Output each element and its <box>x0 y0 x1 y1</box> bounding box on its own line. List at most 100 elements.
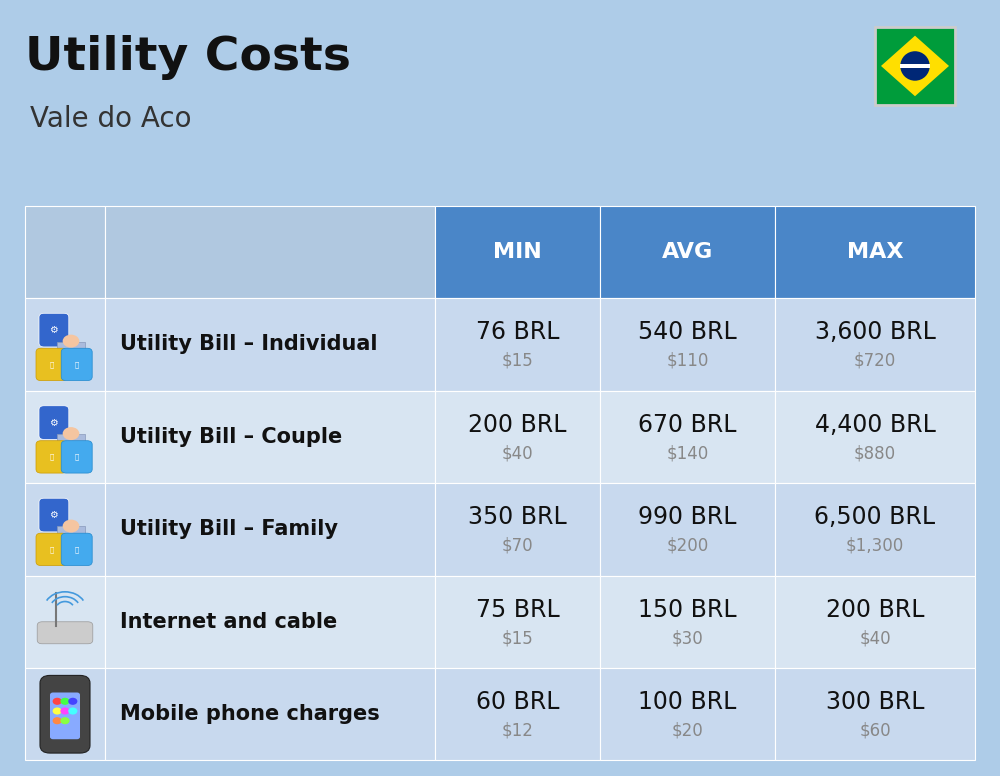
Circle shape <box>63 520 79 532</box>
Text: MIN: MIN <box>493 242 542 262</box>
Text: 300 BRL: 300 BRL <box>826 690 924 714</box>
Text: ⚙: ⚙ <box>50 417 58 428</box>
FancyBboxPatch shape <box>105 390 435 483</box>
FancyBboxPatch shape <box>435 668 600 760</box>
Text: 76 BRL: 76 BRL <box>476 320 559 345</box>
FancyBboxPatch shape <box>36 348 67 380</box>
FancyBboxPatch shape <box>775 576 975 668</box>
FancyBboxPatch shape <box>36 441 67 473</box>
Text: 990 BRL: 990 BRL <box>638 505 737 529</box>
Text: Vale do Aco: Vale do Aco <box>30 105 192 133</box>
Ellipse shape <box>900 51 930 81</box>
FancyBboxPatch shape <box>61 533 92 566</box>
Text: 670 BRL: 670 BRL <box>638 413 737 437</box>
Text: 540 BRL: 540 BRL <box>638 320 737 345</box>
FancyBboxPatch shape <box>600 483 775 576</box>
FancyBboxPatch shape <box>435 483 600 576</box>
Text: $12: $12 <box>502 722 533 740</box>
Text: AVG: AVG <box>662 242 713 262</box>
FancyBboxPatch shape <box>105 668 435 760</box>
Circle shape <box>68 708 77 715</box>
Text: Utility Bill – Couple: Utility Bill – Couple <box>120 427 342 447</box>
FancyBboxPatch shape <box>25 483 105 576</box>
FancyBboxPatch shape <box>105 483 435 576</box>
FancyBboxPatch shape <box>900 64 930 68</box>
FancyBboxPatch shape <box>105 298 435 390</box>
Circle shape <box>60 708 70 715</box>
Circle shape <box>53 708 62 715</box>
FancyBboxPatch shape <box>875 27 955 105</box>
Polygon shape <box>881 36 949 96</box>
FancyBboxPatch shape <box>39 406 69 439</box>
Text: 💧: 💧 <box>75 454 79 460</box>
Text: $140: $140 <box>666 445 709 462</box>
FancyBboxPatch shape <box>435 206 600 298</box>
Text: Internet and cable: Internet and cable <box>120 611 337 632</box>
FancyBboxPatch shape <box>25 576 105 668</box>
Text: ⚙: ⚙ <box>50 510 58 520</box>
Text: 💧: 💧 <box>75 361 79 368</box>
FancyBboxPatch shape <box>61 348 92 380</box>
Text: $15: $15 <box>502 629 533 647</box>
Text: $110: $110 <box>666 352 709 370</box>
Text: $70: $70 <box>502 537 533 555</box>
FancyBboxPatch shape <box>435 576 600 668</box>
FancyBboxPatch shape <box>57 434 85 469</box>
Text: 🔧: 🔧 <box>49 361 54 368</box>
Text: $1,300: $1,300 <box>846 537 904 555</box>
Text: ⚙: ⚙ <box>50 325 58 335</box>
FancyBboxPatch shape <box>35 497 95 562</box>
FancyBboxPatch shape <box>25 390 105 483</box>
FancyBboxPatch shape <box>35 404 95 469</box>
FancyBboxPatch shape <box>775 298 975 390</box>
FancyBboxPatch shape <box>61 441 92 473</box>
FancyBboxPatch shape <box>775 483 975 576</box>
Circle shape <box>63 427 79 440</box>
FancyBboxPatch shape <box>25 668 105 760</box>
Circle shape <box>68 698 77 705</box>
FancyBboxPatch shape <box>435 298 600 390</box>
Text: MAX: MAX <box>847 242 903 262</box>
Text: $20: $20 <box>672 722 703 740</box>
FancyBboxPatch shape <box>36 533 67 566</box>
Text: 3,600 BRL: 3,600 BRL <box>815 320 935 345</box>
Circle shape <box>60 698 70 705</box>
FancyBboxPatch shape <box>25 206 105 298</box>
FancyBboxPatch shape <box>35 682 95 747</box>
FancyBboxPatch shape <box>50 692 80 740</box>
Circle shape <box>53 698 62 705</box>
Text: 200 BRL: 200 BRL <box>826 598 924 622</box>
FancyBboxPatch shape <box>39 498 69 532</box>
Text: $40: $40 <box>502 445 533 462</box>
Text: $15: $15 <box>502 352 533 370</box>
Circle shape <box>63 334 79 348</box>
FancyBboxPatch shape <box>105 206 435 298</box>
FancyBboxPatch shape <box>35 312 95 376</box>
FancyBboxPatch shape <box>775 668 975 760</box>
Text: 🔧: 🔧 <box>49 454 54 460</box>
Text: Utility Bill – Family: Utility Bill – Family <box>120 519 338 539</box>
FancyBboxPatch shape <box>600 576 775 668</box>
FancyBboxPatch shape <box>775 206 975 298</box>
Text: Utility Costs: Utility Costs <box>25 35 351 80</box>
Text: Mobile phone charges: Mobile phone charges <box>120 705 380 724</box>
FancyBboxPatch shape <box>57 526 85 562</box>
FancyBboxPatch shape <box>435 390 600 483</box>
Text: $30: $30 <box>672 629 703 647</box>
Text: 100 BRL: 100 BRL <box>638 690 737 714</box>
Text: $880: $880 <box>854 445 896 462</box>
Circle shape <box>53 717 62 724</box>
Text: Utility Bill – Individual: Utility Bill – Individual <box>120 334 378 355</box>
Text: $40: $40 <box>859 629 891 647</box>
Text: 🔧: 🔧 <box>49 546 54 553</box>
Text: 350 BRL: 350 BRL <box>468 505 567 529</box>
FancyBboxPatch shape <box>105 576 435 668</box>
Text: 6,500 BRL: 6,500 BRL <box>814 505 936 529</box>
FancyBboxPatch shape <box>37 622 93 644</box>
FancyBboxPatch shape <box>600 390 775 483</box>
Text: 4,400 BRL: 4,400 BRL <box>815 413 935 437</box>
Text: $60: $60 <box>859 722 891 740</box>
Circle shape <box>60 717 70 724</box>
FancyBboxPatch shape <box>35 590 95 654</box>
Text: 60 BRL: 60 BRL <box>476 690 559 714</box>
